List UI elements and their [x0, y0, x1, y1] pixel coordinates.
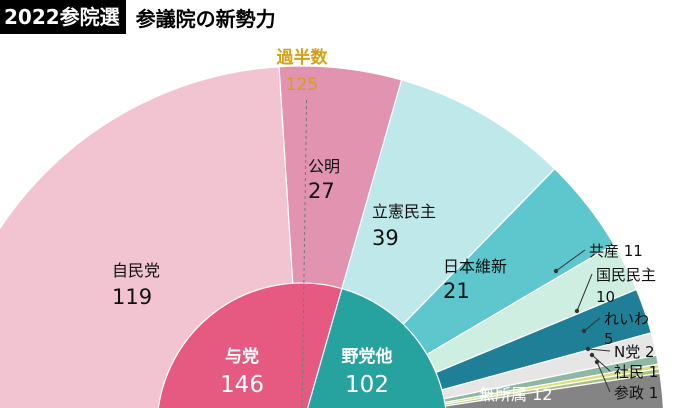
outer-label-name-5: 国民民主 [596, 266, 656, 284]
leader-line-5 [576, 273, 593, 312]
outer-label-value-2: 39 [372, 226, 399, 250]
outer-label-name-2: 立憲民主 [372, 202, 436, 221]
outer-label-name-3: 日本維新 [443, 257, 507, 276]
outer-label-value-0: 119 [112, 285, 152, 309]
inner-label-value-1: 102 [345, 372, 389, 398]
leader-line-6 [583, 317, 601, 332]
inner-ring [157, 282, 447, 408]
leader-line-7 [587, 348, 611, 352]
leader-line-9 [596, 361, 611, 393]
chart-header: 2022参院選 参議院の新勢力 [0, 0, 276, 34]
outer-label-value-6: 5 [604, 330, 614, 348]
inner-label-name-0: 与党 [225, 346, 259, 367]
outer-label-name-8: 社民 1 [614, 363, 658, 381]
leader-line-8 [591, 354, 611, 372]
outer-label-value-5: 10 [596, 288, 615, 306]
outer-label-name-9: 参政 1 [614, 384, 658, 402]
outer-label-name-0: 自民党 [112, 261, 160, 280]
majority-value: 125 [286, 75, 318, 95]
inner-wedge-0 [157, 282, 343, 408]
majority-label: 過半数 [277, 47, 329, 68]
overlay: 過半数 125 自民党 119 公明 27 立憲民主 39 日本維新 21 共産 11 国民民主 10 れ… [112, 47, 658, 408]
inner-wedge-1 [307, 287, 447, 408]
outer-label-name-4: 共産 11 [589, 242, 643, 260]
chart-title: 参議院の新勢力 [135, 6, 276, 31]
outer-label-name-6: れいわ [604, 310, 649, 328]
leader-line-4 [555, 249, 586, 272]
outer-label-name-1: 公明 [308, 157, 340, 176]
election-tag: 2022参院選 [0, 0, 126, 34]
inner-label-name-1: 野党他 [342, 346, 393, 367]
outer-label-value-3: 21 [443, 279, 470, 303]
inner-label-value-0: 146 [220, 372, 264, 398]
outer-label-10: 無所属 12 [479, 385, 552, 404]
outer-label-name-7: N党 2 [614, 343, 655, 361]
outer-label-value-1: 27 [308, 179, 335, 203]
